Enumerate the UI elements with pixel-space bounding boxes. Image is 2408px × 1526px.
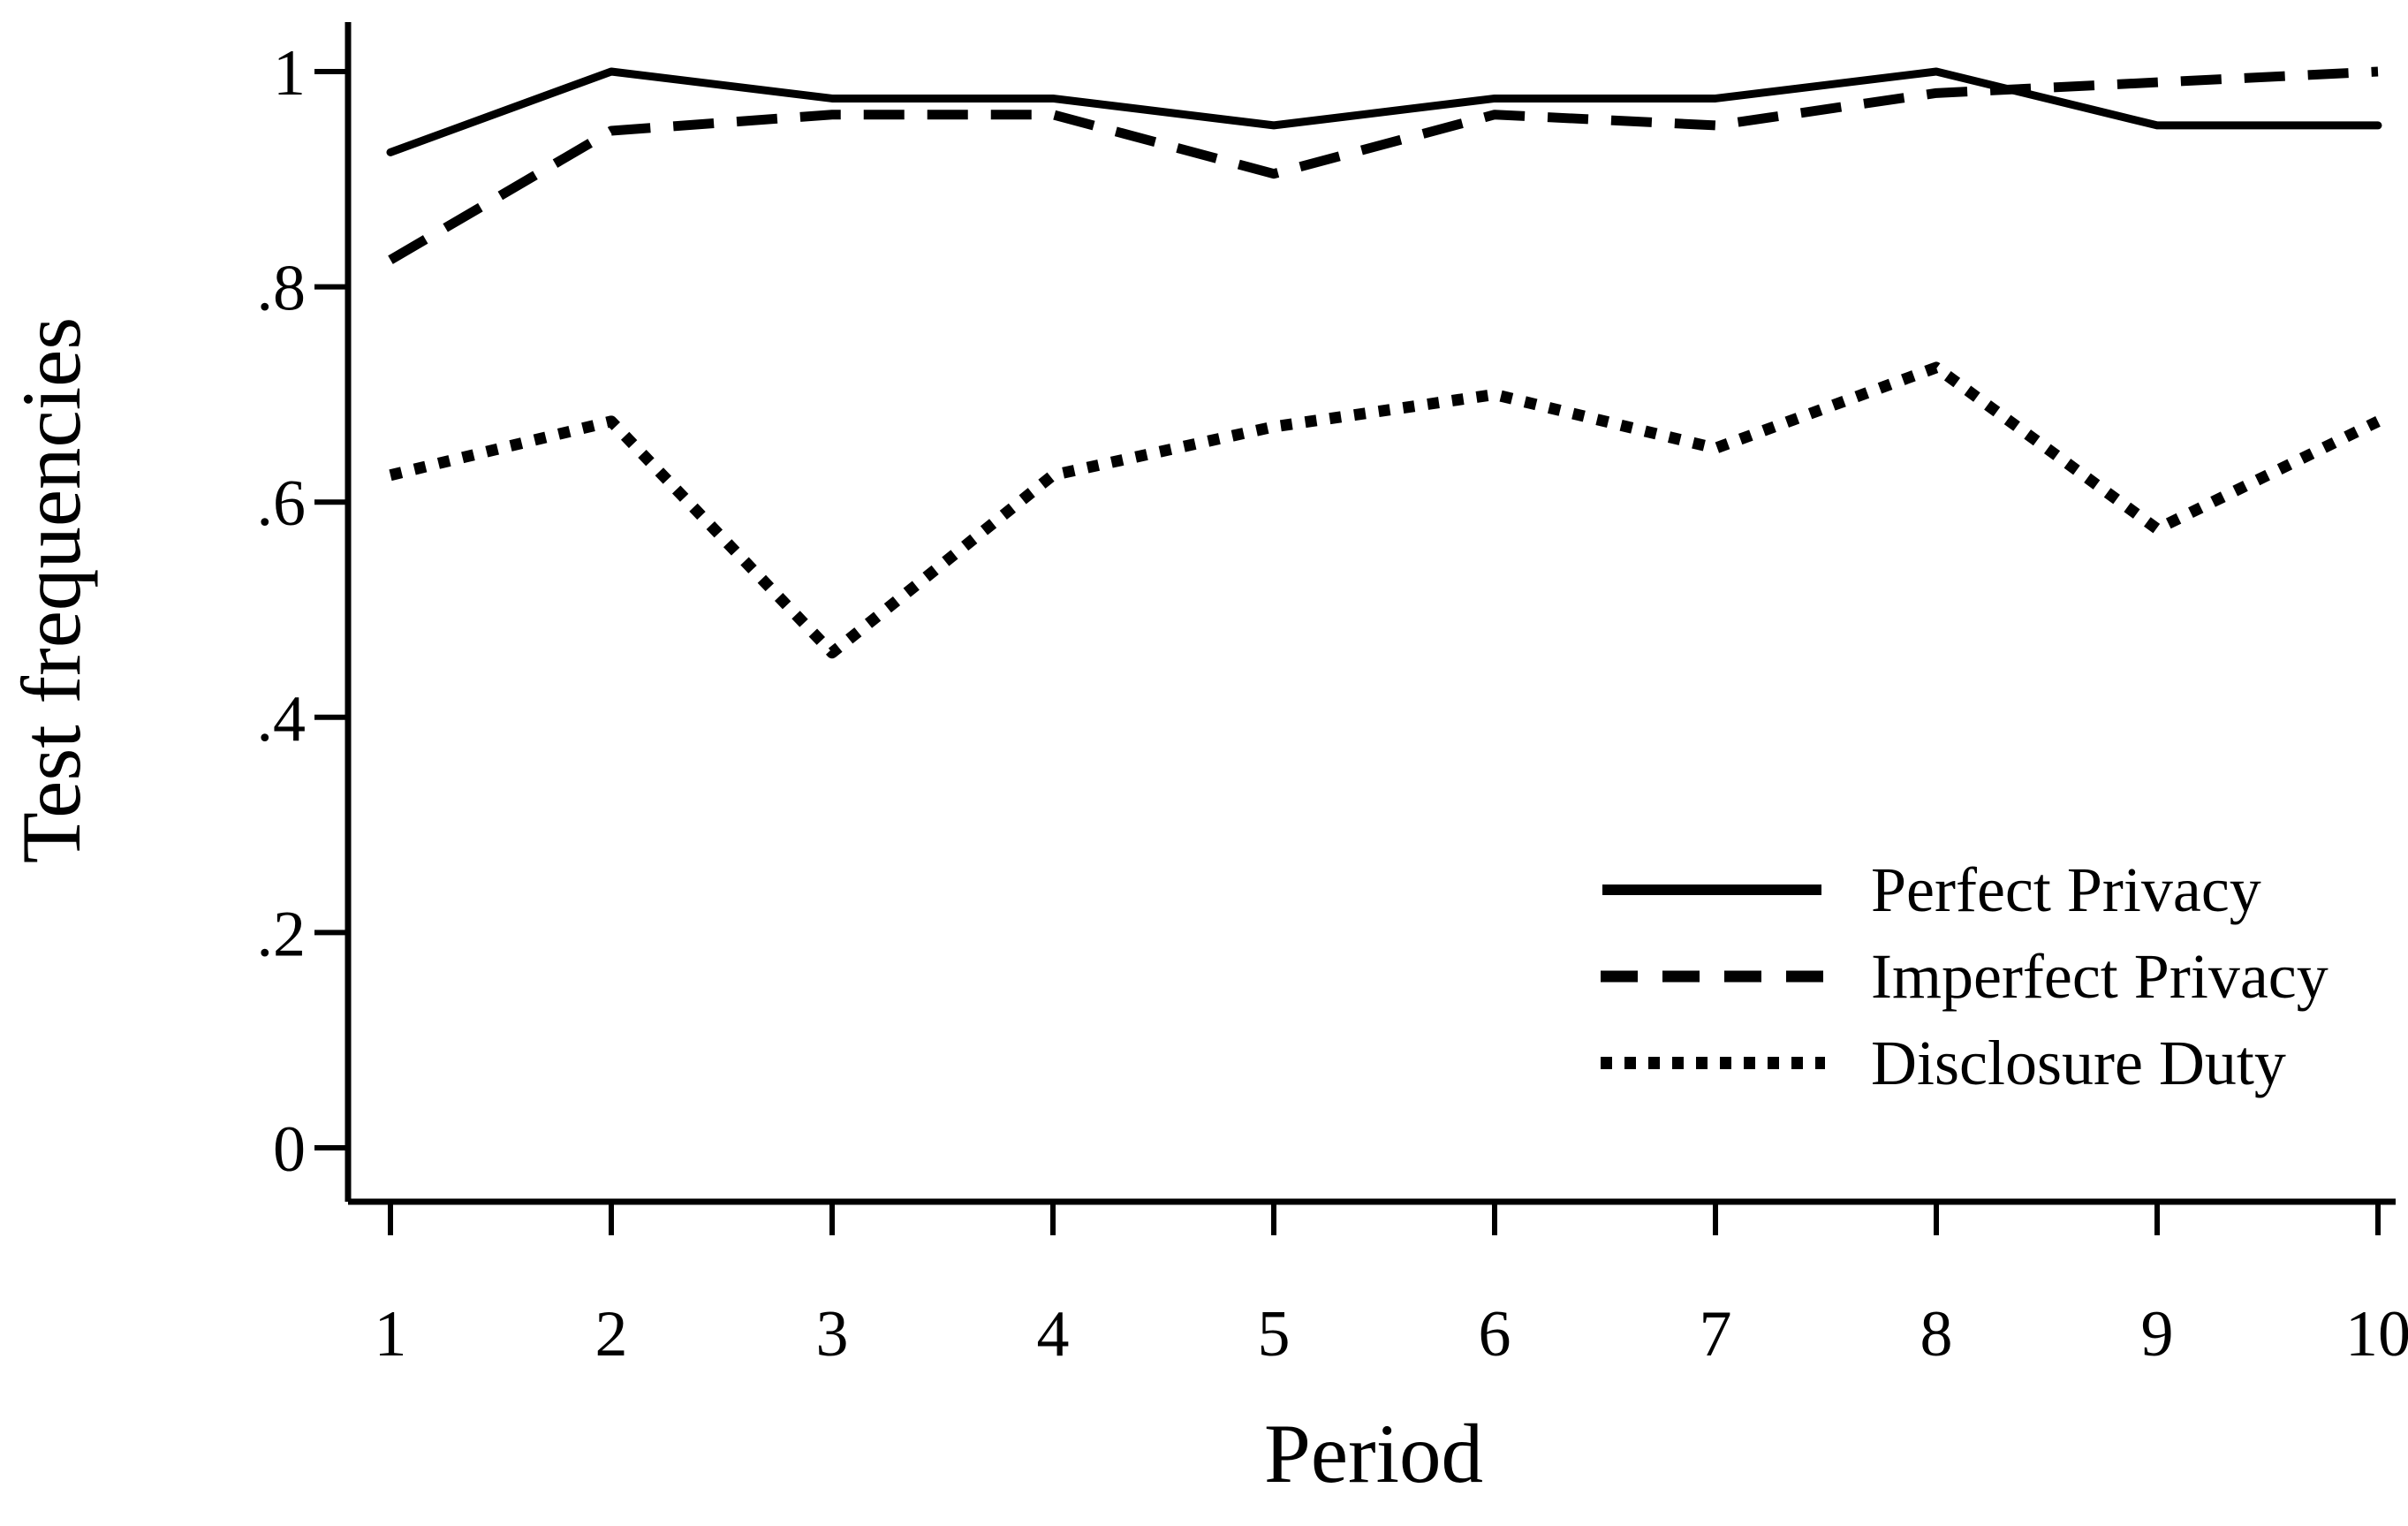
x-tick-label: 7 bbox=[1700, 1298, 1732, 1370]
dotted-line-swatch-icon bbox=[1601, 1057, 1825, 1069]
x-tick-label: 6 bbox=[1479, 1298, 1511, 1370]
x-tick-label: 3 bbox=[816, 1298, 849, 1370]
y-tick-label: .6 bbox=[257, 467, 307, 540]
x-tick-label: 10 bbox=[2345, 1298, 2408, 1370]
dashed-line-swatch-icon bbox=[1601, 970, 1825, 983]
y-tick-label: .8 bbox=[257, 253, 307, 325]
x-tick-label: 4 bbox=[1037, 1298, 1070, 1370]
x-tick-label: 8 bbox=[1920, 1298, 1953, 1370]
series-line-perfect-privacy bbox=[386, 67, 2382, 156]
x-tick-label: 1 bbox=[375, 1298, 407, 1370]
solid-line-swatch-icon bbox=[1602, 884, 1821, 895]
y-tick-label: 1 bbox=[273, 37, 306, 110]
x-axis-title: Period bbox=[1263, 1407, 1484, 1500]
legend-item-imperfect-privacy: Imperfect Privacy bbox=[1599, 933, 2328, 1020]
legend-item-perfect-privacy: Perfect Privacy bbox=[1599, 847, 2328, 933]
x-tick-label: 2 bbox=[595, 1298, 628, 1370]
series-line-imperfect-privacy bbox=[388, 66, 2379, 264]
legend-item-disclosure-duty: Disclosure Duty bbox=[1599, 1020, 2328, 1106]
y-axis-title: Test frequencies bbox=[4, 316, 98, 864]
x-tick-label: 5 bbox=[1258, 1298, 1291, 1370]
x-tick-label: 9 bbox=[2141, 1298, 2174, 1370]
legend: Perfect Privacy Imperfect Privacy Disclo… bbox=[1599, 847, 2328, 1106]
y-tick-label: 0 bbox=[273, 1113, 306, 1186]
legend-label: Imperfect Privacy bbox=[1871, 940, 2328, 1012]
legend-label: Perfect Privacy bbox=[1871, 854, 2261, 925]
legend-label: Disclosure Duty bbox=[1871, 1027, 2286, 1098]
y-tick-label: .4 bbox=[257, 683, 307, 755]
y-tick-label: .2 bbox=[257, 898, 307, 970]
series-line-disclosure-duty bbox=[389, 361, 2381, 659]
